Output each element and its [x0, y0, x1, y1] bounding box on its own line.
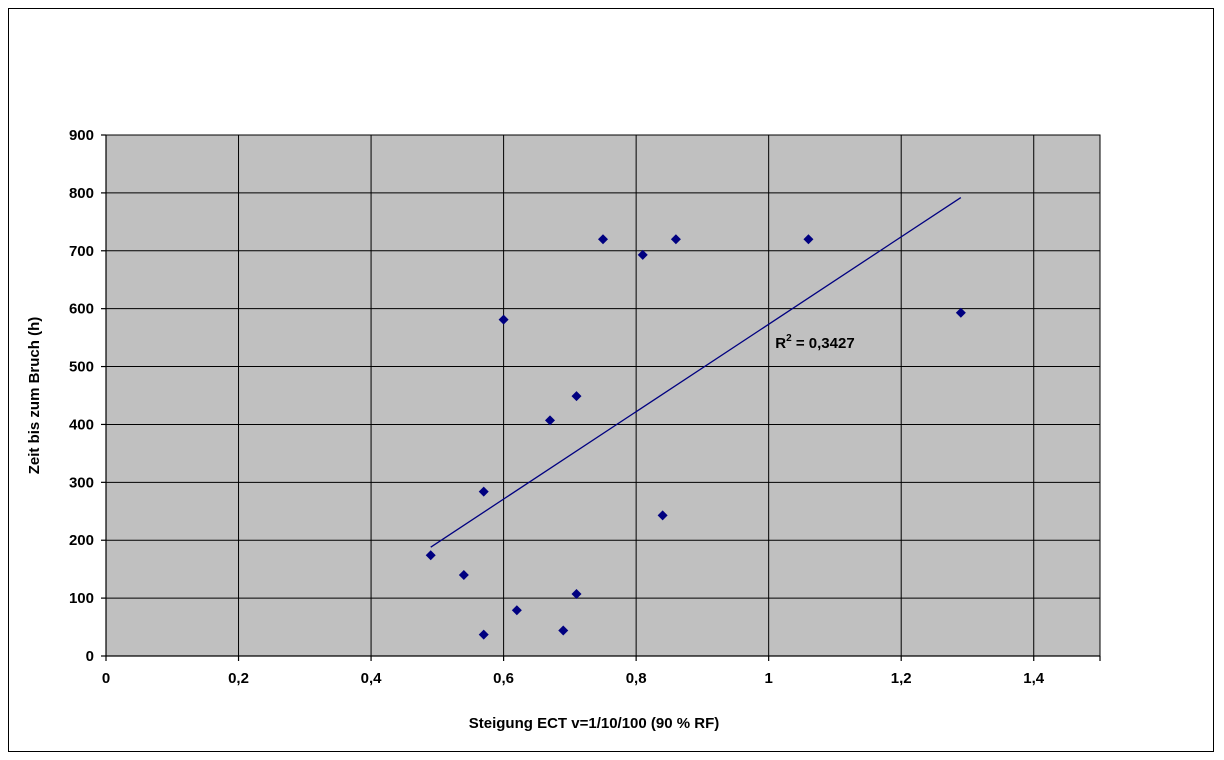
- y-tick-label: 100: [69, 590, 94, 607]
- data-point-marker: [803, 234, 814, 245]
- x-tick-labels: 0 0,2 0,4 0,6 0,8 1 1,2 1,4: [102, 670, 1045, 687]
- data-point-marker: [571, 589, 582, 600]
- data-point-marker: [498, 314, 509, 325]
- data-point-marker: [544, 415, 555, 426]
- axes: [101, 134, 1101, 661]
- x-tick-label: 0,4: [361, 670, 383, 687]
- data-point-marker: [458, 569, 469, 580]
- y-axis-title: Zeit bis zum Bruch (h): [26, 317, 43, 475]
- x-tick-label: 0,2: [228, 670, 249, 687]
- data-point-marker: [558, 625, 569, 636]
- data-point-marker: [637, 249, 648, 260]
- data-point-marker: [670, 234, 681, 245]
- x-tick-label: 0: [102, 670, 110, 687]
- y-tick-label: 200: [69, 532, 94, 549]
- x-tick-label: 0,6: [493, 670, 514, 687]
- y-tick-label: 300: [69, 474, 94, 491]
- data-point-marker: [425, 550, 436, 561]
- x-tick-label: 0,8: [626, 670, 647, 687]
- plot-area: [105, 134, 1101, 657]
- data-point-marker: [657, 510, 668, 521]
- y-tick-label: 400: [69, 416, 94, 433]
- y-tick-label: 0: [86, 648, 94, 665]
- data-point-marker: [571, 391, 582, 402]
- r-squared-label: R2 = 0,3427: [775, 333, 854, 352]
- y-tick-label: 500: [69, 359, 94, 376]
- grid-lines: [106, 134, 1100, 656]
- y-tick-label: 900: [69, 127, 94, 144]
- y-tick-labels: 0 100 200 300 400 500 600 700 800 900: [69, 127, 94, 665]
- y-tick-label: 600: [69, 301, 94, 318]
- x-tick-label: 1: [764, 670, 772, 687]
- data-point-marker: [955, 307, 966, 318]
- data-points: [425, 234, 966, 640]
- y-tick-label: 700: [69, 243, 94, 260]
- trendline: [430, 196, 962, 548]
- x-tick-label: 1,4: [1023, 670, 1045, 687]
- x-axis-title: Steigung ECT v=1/10/100 (90 % RF): [469, 715, 720, 732]
- data-point-marker: [511, 605, 522, 616]
- data-point-marker: [478, 629, 489, 640]
- data-point-marker: [478, 486, 489, 497]
- data-point-marker: [598, 234, 608, 245]
- y-tick-label: 800: [69, 185, 94, 202]
- x-tick-label: 1,2: [891, 670, 912, 687]
